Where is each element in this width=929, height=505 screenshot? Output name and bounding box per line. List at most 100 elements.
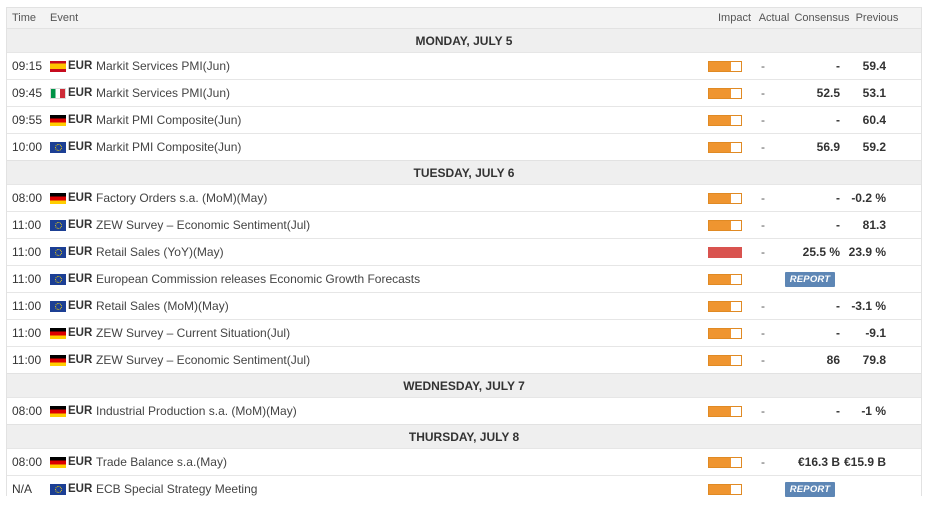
consensus-value: 52.5 bbox=[816, 86, 840, 100]
report-cell: REPORT bbox=[744, 481, 876, 497]
germany-flag-icon bbox=[50, 456, 66, 468]
event-row[interactable]: 11:00 EUR ZEW Survey – Economic Sentimen… bbox=[7, 211, 921, 238]
impact-bar bbox=[708, 327, 742, 339]
currency-code: EUR bbox=[68, 273, 93, 285]
event-name[interactable]: Markit PMI Composite(Jun) bbox=[96, 113, 242, 127]
actual-value: - bbox=[761, 86, 765, 100]
currency-code: EUR bbox=[68, 354, 93, 366]
currency-code: EUR bbox=[68, 141, 93, 153]
event-row[interactable]: 11:00 EUR ZEW Survey – Economic Sentimen… bbox=[7, 346, 921, 373]
event-row[interactable]: 09:15 EUR Markit Services PMI(Jun) - - 5… bbox=[7, 52, 921, 79]
actual-value: - bbox=[761, 218, 765, 232]
impact-bar bbox=[708, 456, 742, 468]
consensus-value: 56.9 bbox=[816, 140, 840, 154]
currency-code: EUR bbox=[68, 456, 93, 468]
event-row[interactable]: 08:00 EUR Industrial Production s.a. (Mo… bbox=[7, 397, 921, 424]
actual-value: - bbox=[761, 455, 765, 469]
impact-indicator bbox=[706, 327, 744, 339]
currency-code: EUR bbox=[68, 219, 93, 231]
consensus-value: - bbox=[836, 326, 840, 340]
event-time: N/A bbox=[12, 482, 33, 496]
currency-code: EUR bbox=[68, 60, 93, 72]
italy-flag-icon bbox=[50, 87, 66, 99]
previous-value: 60.4 bbox=[862, 113, 886, 127]
impact-indicator bbox=[706, 114, 744, 126]
event-row[interactable]: 09:45 EUR Markit Services PMI(Jun) - 52.… bbox=[7, 79, 921, 106]
consensus-value: - bbox=[836, 218, 840, 232]
header-time: Time bbox=[12, 12, 37, 24]
day-header: WEDNESDAY, JULY 7 bbox=[7, 373, 921, 397]
germany-flag-icon bbox=[50, 405, 66, 417]
eu-flag-icon bbox=[50, 219, 66, 231]
currency-code: EUR bbox=[68, 192, 93, 204]
actual-value: - bbox=[761, 59, 765, 73]
impact-bar bbox=[708, 192, 742, 204]
impact-indicator bbox=[706, 192, 744, 204]
event-row[interactable]: 08:00 EUR Trade Balance s.a.(May) - €16.… bbox=[7, 448, 921, 475]
actual-value: - bbox=[761, 299, 765, 313]
eu-flag-icon bbox=[50, 141, 66, 153]
impact-indicator bbox=[706, 246, 744, 258]
event-name[interactable]: European Commission releases Economic Gr… bbox=[96, 272, 421, 286]
germany-flag-icon bbox=[50, 192, 66, 204]
event-row[interactable]: 11:00 EUR European Commission releases E… bbox=[7, 265, 921, 292]
eu-flag-icon bbox=[50, 300, 66, 312]
event-time: 08:00 bbox=[12, 455, 43, 469]
impact-bar bbox=[708, 354, 742, 366]
event-name[interactable]: Industrial Production s.a. (MoM)(May) bbox=[96, 404, 297, 418]
germany-flag-icon bbox=[50, 327, 66, 339]
eu-flag-icon bbox=[50, 246, 66, 258]
event-time: 11:00 bbox=[12, 218, 42, 232]
event-row[interactable]: 11:00 EUR Retail Sales (YoY)(May) - 25.5… bbox=[7, 238, 921, 265]
impact-bar bbox=[708, 483, 742, 495]
event-name[interactable]: Trade Balance s.a.(May) bbox=[96, 455, 227, 469]
event-time: 08:00 bbox=[12, 191, 43, 205]
event-name[interactable]: ZEW Survey – Economic Sentiment(Jul) bbox=[96, 353, 311, 367]
consensus-value: €16.3 B bbox=[797, 455, 840, 469]
impact-bar bbox=[708, 87, 742, 99]
event-row[interactable]: 10:00 EUR Markit PMI Composite(Jun) - 56… bbox=[7, 133, 921, 160]
event-time: 09:15 bbox=[12, 59, 43, 73]
table-header: Time Event Impact Actual Consensus Previ… bbox=[7, 8, 921, 28]
day-header: MONDAY, JULY 5 bbox=[7, 28, 921, 52]
event-name[interactable]: Retail Sales (MoM)(May) bbox=[96, 299, 229, 313]
currency-code: EUR bbox=[68, 87, 93, 99]
event-name[interactable]: Markit PMI Composite(Jun) bbox=[96, 140, 242, 154]
impact-indicator bbox=[706, 456, 744, 468]
event-row[interactable]: 08:00 EUR Factory Orders s.a. (MoM)(May)… bbox=[7, 184, 921, 211]
event-time: 09:45 bbox=[12, 86, 43, 100]
event-row[interactable]: N/A EUR ECB Special Strategy Meeting REP… bbox=[7, 475, 921, 502]
event-time: 11:00 bbox=[12, 299, 42, 313]
consensus-value: - bbox=[836, 59, 840, 73]
event-row[interactable]: 09:55 EUR Markit PMI Composite(Jun) - - … bbox=[7, 106, 921, 133]
event-time: 11:00 bbox=[12, 326, 42, 340]
event-name[interactable]: ZEW Survey – Economic Sentiment(Jul) bbox=[96, 218, 311, 232]
event-name[interactable]: Factory Orders s.a. (MoM)(May) bbox=[96, 191, 268, 205]
event-name[interactable]: Retail Sales (YoY)(May) bbox=[96, 245, 224, 259]
event-name[interactable]: Markit Services PMI(Jun) bbox=[96, 59, 231, 73]
event-time: 10:00 bbox=[12, 140, 43, 154]
event-name[interactable]: ECB Special Strategy Meeting bbox=[96, 482, 258, 496]
impact-indicator bbox=[706, 483, 744, 495]
actual-value: - bbox=[761, 140, 765, 154]
report-button[interactable]: REPORT bbox=[784, 482, 836, 497]
header-impact: Impact bbox=[717, 12, 751, 24]
previous-value: 23.9 % bbox=[848, 245, 886, 259]
eu-flag-icon bbox=[50, 483, 66, 495]
consensus-value: 25.5 % bbox=[802, 245, 840, 259]
actual-value: - bbox=[761, 191, 765, 205]
event-name[interactable]: ZEW Survey – Current Situation(Jul) bbox=[96, 326, 291, 340]
previous-value: 81.3 bbox=[862, 218, 886, 232]
previous-value: €15.9 B bbox=[843, 455, 886, 469]
consensus-value: - bbox=[836, 191, 840, 205]
previous-value: -3.1 % bbox=[851, 299, 886, 313]
impact-indicator bbox=[706, 219, 744, 231]
economic-calendar: Time Event Impact Actual Consensus Previ… bbox=[6, 7, 922, 502]
report-button[interactable]: REPORT bbox=[784, 272, 836, 287]
event-name[interactable]: Markit Services PMI(Jun) bbox=[96, 86, 231, 100]
consensus-value: - bbox=[836, 404, 840, 418]
event-row[interactable]: 11:00 EUR Retail Sales (MoM)(May) - - -3… bbox=[7, 292, 921, 319]
impact-indicator bbox=[706, 354, 744, 366]
event-row[interactable]: 11:00 EUR ZEW Survey – Current Situation… bbox=[7, 319, 921, 346]
header-previous: Previous bbox=[855, 12, 899, 24]
